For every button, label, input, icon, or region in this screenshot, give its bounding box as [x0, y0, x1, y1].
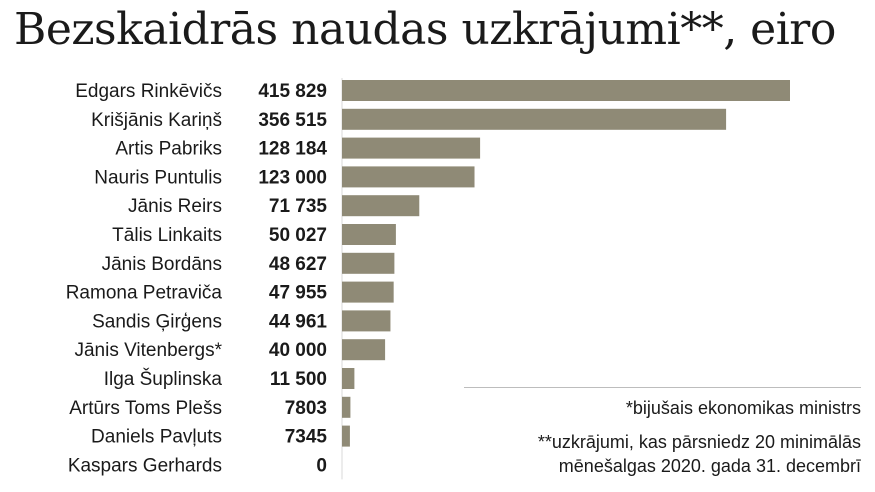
value-label: 0	[316, 455, 327, 476]
bar	[342, 108, 727, 130]
value-label: 71 735	[269, 196, 328, 217]
category-label: Artūrs Toms Plešs	[69, 398, 222, 419]
bar	[342, 252, 395, 274]
value-label: 415 829	[258, 81, 327, 102]
bar	[342, 310, 391, 332]
value-label: 50 027	[269, 225, 327, 246]
value-label: 44 961	[269, 311, 328, 332]
bar	[342, 224, 396, 245]
footnote-savings-line-1: **uzkrājumi, kas pārsniedz 20 minimālās	[537, 432, 861, 452]
value-label: 356 515	[258, 110, 327, 131]
category-label: Jānis Bordāns	[102, 254, 222, 275]
category-label: Artis Pabriks	[115, 139, 222, 160]
bar	[342, 425, 350, 447]
category-label: Edgars Rinkēvičs	[75, 81, 222, 102]
value-label: 7345	[285, 427, 328, 448]
value-label: 128 184	[258, 139, 327, 160]
value-label: 48 627	[269, 254, 327, 275]
bar	[342, 137, 481, 159]
category-label: Daniels Pavļuts	[91, 427, 222, 448]
bar	[342, 396, 351, 418]
chart-title: Bezskaidrās naudas uzkrājumi**, eiro	[14, 4, 836, 55]
footnote-savings-line-2: mēnešalgas 2020. gada 31. decembrī	[558, 456, 861, 476]
category-label: Sandis Ģirģens	[92, 311, 222, 332]
category-label: Ramona Petraviča	[66, 283, 223, 304]
value-label: 7803	[285, 398, 327, 419]
value-label: 40 000	[269, 340, 327, 361]
category-label: Tālis Linkaits	[112, 225, 222, 246]
category-label: Nauris Puntulis	[94, 167, 222, 188]
bar	[342, 195, 420, 217]
bar	[342, 166, 475, 188]
category-label: Jānis Reirs	[128, 196, 222, 217]
bar	[342, 368, 355, 389]
value-label: 123 000	[258, 167, 327, 188]
bar	[342, 339, 386, 361]
value-label: 47 955	[269, 283, 328, 304]
value-label: 11 500	[270, 369, 327, 390]
category-label: Ilga Šuplinska	[104, 368, 223, 390]
category-label: Jānis Vitenbergs*	[74, 340, 222, 361]
category-label: Kaspars Gerhards	[68, 455, 222, 476]
bar	[342, 80, 790, 101]
bar	[342, 281, 394, 303]
category-label: Krišjānis Kariņš	[91, 110, 222, 131]
footnote-former-minister: *bijušais ekonomikas ministrs	[625, 398, 861, 418]
footnote-divider	[464, 387, 861, 388]
